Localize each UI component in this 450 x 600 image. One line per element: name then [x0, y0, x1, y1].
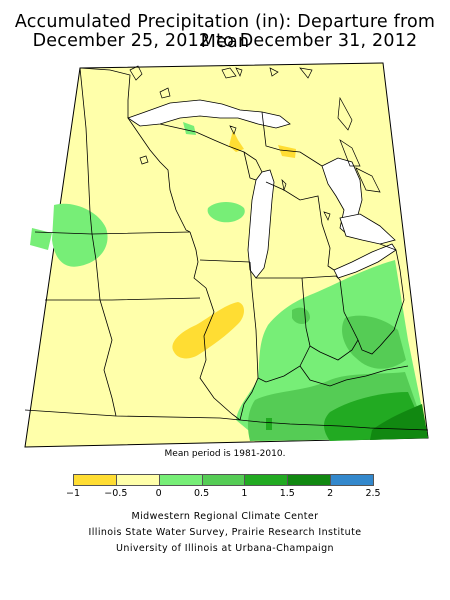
anomaly-wet-iowa [52, 203, 108, 267]
credit-line-2: Illinois State Water Survey, Prairie Res… [88, 527, 362, 538]
anomaly-dry-central-il [172, 302, 244, 359]
legend-bin-0 [73, 474, 117, 486]
color-legend [73, 474, 375, 486]
anomaly-wet-nw-wi [207, 202, 245, 223]
credit-line-3: University of Illinois at Urbana-Champai… [116, 543, 334, 554]
credit-line-1: Midwestern Regional Climate Center [131, 511, 319, 522]
map-title: Accumulated Precipitation (in): Departur… [14, 12, 436, 52]
legend-bin-5 [287, 474, 332, 486]
anomaly-wet-ks-edge [30, 228, 52, 250]
legend-bin-3 [201, 474, 246, 486]
anomaly-wet-small [266, 418, 272, 430]
lake-superior [127, 99, 291, 129]
legend-tick-label: −0.5 [104, 488, 128, 499]
legend-bin-1 [115, 474, 160, 486]
lake-ontario-canada [339, 213, 396, 245]
legend-tick-label: 0 [155, 488, 162, 499]
lake-michigan [247, 169, 275, 279]
legend-bin-6 [330, 474, 375, 486]
legend-tick-label: 0.5 [194, 488, 210, 499]
legend-tick-label: 2 [327, 488, 334, 499]
legend-tick-label: −1 [65, 488, 81, 499]
coastline-details [129, 65, 381, 221]
anomaly-wet-mn-north [183, 122, 196, 135]
anomaly-dry-mi-east [278, 145, 296, 158]
mean-period-note: Mean period is 1981-2010. [164, 449, 286, 459]
map-date-range: December 25, 2012 to December 31, 2012 [32, 31, 418, 51]
anomaly-wet-ohio-river [342, 315, 406, 369]
anomaly-wet-far-se [370, 404, 428, 440]
legend-bin-2 [158, 474, 203, 486]
legend-tick-label: 1 [241, 488, 248, 499]
legend-bin-4 [244, 474, 289, 486]
state-boundaries [24, 67, 429, 431]
legend-tick-label: 2.5 [365, 488, 381, 499]
anomaly-dry-mi-up [229, 130, 244, 152]
legend-tick-label: 1.5 [279, 488, 295, 499]
